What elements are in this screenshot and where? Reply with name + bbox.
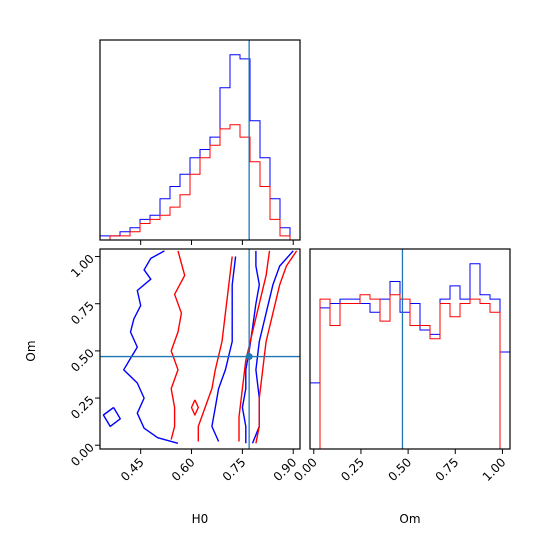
contour-series-0-line-0 bbox=[123, 250, 179, 444]
om-hist-xtick-label-3: 0.75 bbox=[433, 455, 462, 484]
om-hist-xtick-label-2: 0.50 bbox=[385, 455, 414, 484]
contour-ytick-label-3: 0.75 bbox=[68, 299, 97, 328]
om-hist-series-1-step bbox=[310, 294, 510, 450]
contour-series-1-line-4 bbox=[190, 399, 199, 416]
contour-ytick-label-4: 1.00 bbox=[68, 252, 97, 281]
om-hist-xtick-label-0: 0.00 bbox=[291, 455, 320, 484]
contour-truth-point bbox=[245, 353, 253, 361]
om-hist-series-0-step bbox=[309, 263, 511, 449]
h0-hist-series-0-step bbox=[99, 54, 300, 241]
contour-series-1-line-3 bbox=[255, 250, 298, 444]
om-hist-frame bbox=[309, 248, 511, 450]
contour-series-0-line-1 bbox=[102, 406, 121, 428]
contour-xtick-label-0: 0.45 bbox=[118, 455, 147, 484]
contour-series-1-line-0 bbox=[170, 250, 186, 440]
x-axis-label-h0: H0 bbox=[192, 512, 209, 526]
contour-series-1-line-1 bbox=[197, 256, 233, 442]
contour-lines bbox=[102, 250, 298, 444]
y-axis-label-om: Om bbox=[24, 340, 38, 361]
contour-series-0-line-3 bbox=[241, 250, 260, 444]
om-hist-xtick-label-1: 0.25 bbox=[338, 455, 367, 484]
contour-frame bbox=[99, 248, 301, 450]
h0-om-contour-panel: 0.45 0.60 0.75 0.900.000.250.500.751.00 bbox=[68, 248, 301, 484]
contour-xtick-label-1: 0.60 bbox=[169, 455, 198, 484]
contour-series-0-line-2 bbox=[211, 256, 237, 442]
h0-hist-series-1-step bbox=[100, 124, 300, 241]
contour-ytick-label-1: 0.25 bbox=[68, 393, 97, 422]
om-hist-xtick-label-4: 1.00 bbox=[480, 455, 509, 484]
contour-xtick-label-2: 0.75 bbox=[220, 455, 249, 484]
h0-marginal-panel bbox=[99, 39, 301, 245]
contour-ytick-label-2: 0.50 bbox=[68, 346, 97, 375]
h0-hist-frame bbox=[99, 39, 301, 241]
x-axis-label-om: Om bbox=[399, 512, 420, 526]
contour-ytick-label-0: 0.00 bbox=[68, 440, 97, 469]
om-marginal-panel: 0.00 0.25 0.50 0.75 1.00 bbox=[291, 248, 511, 484]
